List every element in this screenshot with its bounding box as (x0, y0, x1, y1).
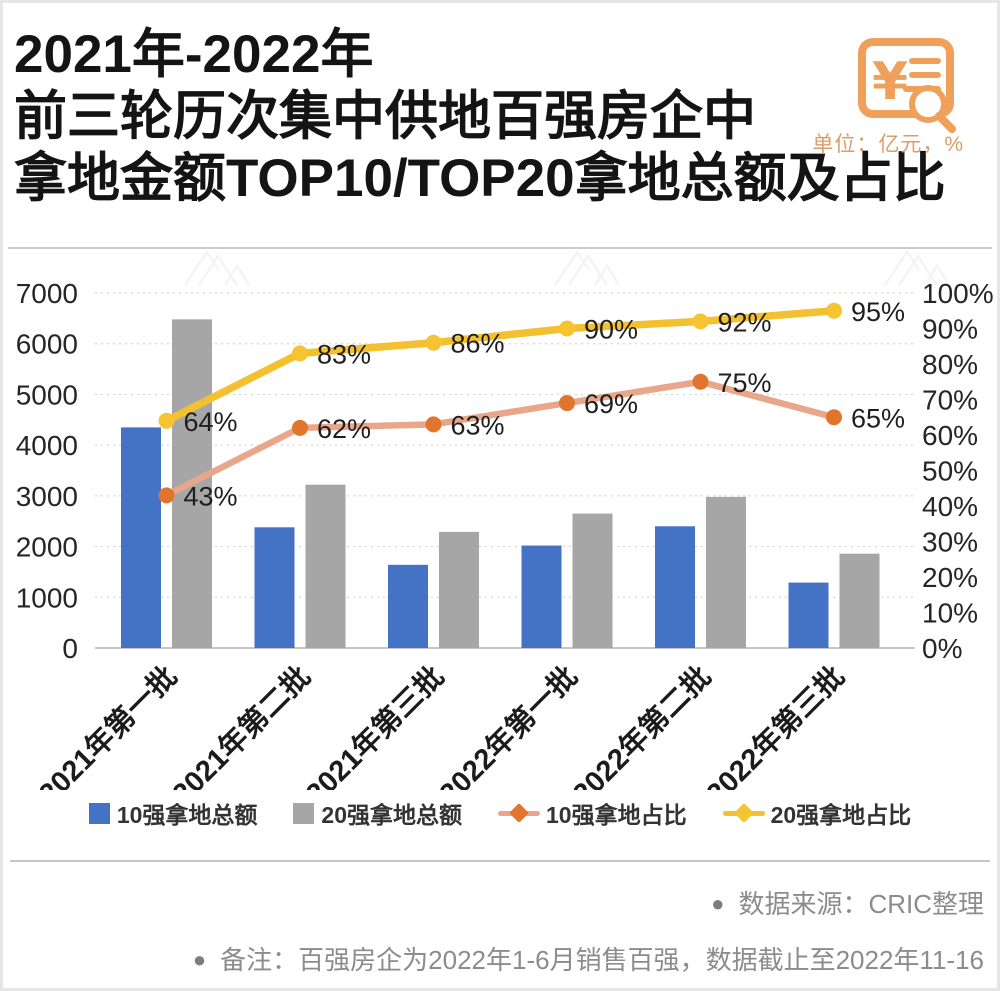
bar-top10-amount (121, 427, 161, 648)
y-tick-label-right: 90% (922, 314, 978, 345)
point-label: 43% (184, 481, 238, 511)
line-marker (292, 345, 308, 362)
line-marker (826, 409, 842, 426)
y-tick-label-left: 5000 (16, 379, 78, 410)
watermark (183, 249, 251, 286)
title-line-2: 前三轮历次集中供地百强房企中 (14, 87, 756, 146)
point-label: 63% (451, 410, 505, 440)
point-label: 69% (584, 389, 638, 419)
y-tick-label-right: 100% (922, 278, 994, 309)
y-tick-label-right: 80% (922, 349, 978, 380)
x-tick-label: 2021年第三批 (299, 659, 451, 790)
line-top20-share (164, 307, 835, 425)
legend-label: 20强拿地占比 (770, 802, 912, 828)
line-marker (559, 395, 575, 412)
point-label: 62% (317, 414, 371, 444)
point-label: 86% (451, 329, 505, 359)
bar-top20-amount (706, 496, 746, 648)
bar-top10-amount (254, 527, 295, 648)
unit-label: 单位：亿元，% (812, 133, 964, 156)
legend-swatch-icon (88, 802, 110, 824)
legend-item-2: 20强拿地总额 (293, 796, 462, 830)
bar-top10-amount (388, 564, 428, 648)
line-marker (425, 416, 442, 433)
y-tick-label-left: 1000 (16, 582, 78, 613)
bullet-icon: ● (711, 891, 725, 916)
y-tick-label-left: 0 (62, 633, 78, 664)
x-tick-label: 2022年第二批 (566, 659, 718, 790)
y-tick-label-right: 50% (922, 456, 978, 487)
point-label: 95% (851, 297, 905, 327)
bar-top20-amount (305, 484, 346, 648)
y-tick-label-right: 40% (922, 491, 978, 522)
title-line-3: 拿地金额TOP10/TOP20拿地总额及占比 (14, 149, 946, 208)
x-tick-label: 2021年第二批 (165, 659, 317, 790)
title-line-1: 2021年-2022年 (14, 25, 374, 84)
bar-top20-amount (572, 513, 613, 648)
bar-top10-amount (521, 545, 562, 648)
legend-line-marker-icon (722, 803, 765, 823)
line-marker (158, 487, 175, 504)
legend-item-4: 20强拿地占比 (722, 796, 912, 830)
header-divider (8, 247, 992, 249)
y-tick-label-left: 4000 (16, 430, 78, 461)
y-tick-label-right: 0% (922, 633, 962, 664)
legend-swatch-icon (293, 802, 315, 824)
y-tick-label-left: 3000 (16, 481, 78, 512)
money-search-icon: ¥ (858, 38, 956, 133)
y-tick-label-right: 60% (922, 420, 978, 451)
data-source-text: 数据来源：CRIC整理 (738, 889, 984, 919)
x-tick-label: 2022年第一批 (432, 659, 584, 790)
x-tick-label: 2021年第一批 (32, 659, 184, 790)
bar-top10-amount (655, 526, 695, 648)
point-label: 64% (184, 407, 238, 437)
x-tick-label: 2022年第三批 (699, 659, 851, 790)
y-tick-label-right: 20% (922, 562, 978, 593)
line-marker (559, 320, 575, 337)
bar-top10-amount (788, 582, 829, 648)
legend-label: 10强拿地占比 (546, 802, 687, 828)
bullet-icon: ● (192, 947, 207, 972)
legend-line-marker-icon (498, 803, 540, 823)
point-label: 83% (317, 339, 371, 369)
y-tick-label-right: 10% (922, 598, 978, 629)
data-source: ● 数据来源：CRIC整理 (711, 884, 984, 921)
footnote: ● 备注：百强房企为2022年1-6月销售百强，数据截止至2022年11-16 (193, 940, 984, 977)
y-tick-label-right: 70% (922, 385, 978, 416)
svg-text:¥: ¥ (872, 52, 908, 112)
legend-item-3: 10强拿地占比 (498, 796, 687, 830)
line-marker (826, 302, 842, 319)
point-label: 75% (718, 368, 772, 398)
legend-label: 20强拿地总额 (321, 802, 462, 828)
line-marker (158, 412, 175, 429)
footnote-text: 备注：百强房企为2022年1-6月销售百强，数据截止至2022年11-16 (220, 945, 984, 975)
watermark (553, 249, 621, 286)
line-marker (292, 419, 308, 436)
line-marker (692, 373, 709, 390)
point-label: 65% (851, 403, 905, 433)
y-tick-label-right: 30% (922, 527, 978, 558)
point-label: 90% (584, 315, 638, 345)
bar-top20-amount (839, 553, 880, 648)
page-title: 2021年-2022年 前三轮历次集中供地百强房企中 拿地金额TOP10/TOP… (14, 24, 946, 210)
chart-legend: 10强拿地总额 20强拿地总额 10强拿地占比 20强拿地占比 (0, 796, 1000, 830)
y-tick-label-left: 6000 (16, 329, 78, 360)
line-top10-share (165, 378, 835, 499)
point-label: 92% (718, 307, 772, 337)
line-marker (425, 334, 442, 351)
footer-divider (10, 860, 990, 862)
legend-label: 10强拿地总额 (116, 802, 258, 828)
bar-top20-amount (439, 531, 479, 648)
y-tick-label-left: 2000 (16, 532, 78, 563)
combo-chart: 0 1000 2000 3000 4000 5000 6000 7000 0% 10% 20% 30%… (16, 249, 994, 790)
watermark (883, 249, 951, 286)
y-tick-label-left: 7000 (16, 278, 78, 309)
legend-item-1: 10强拿地总额 (88, 796, 258, 830)
line-marker (692, 313, 709, 330)
